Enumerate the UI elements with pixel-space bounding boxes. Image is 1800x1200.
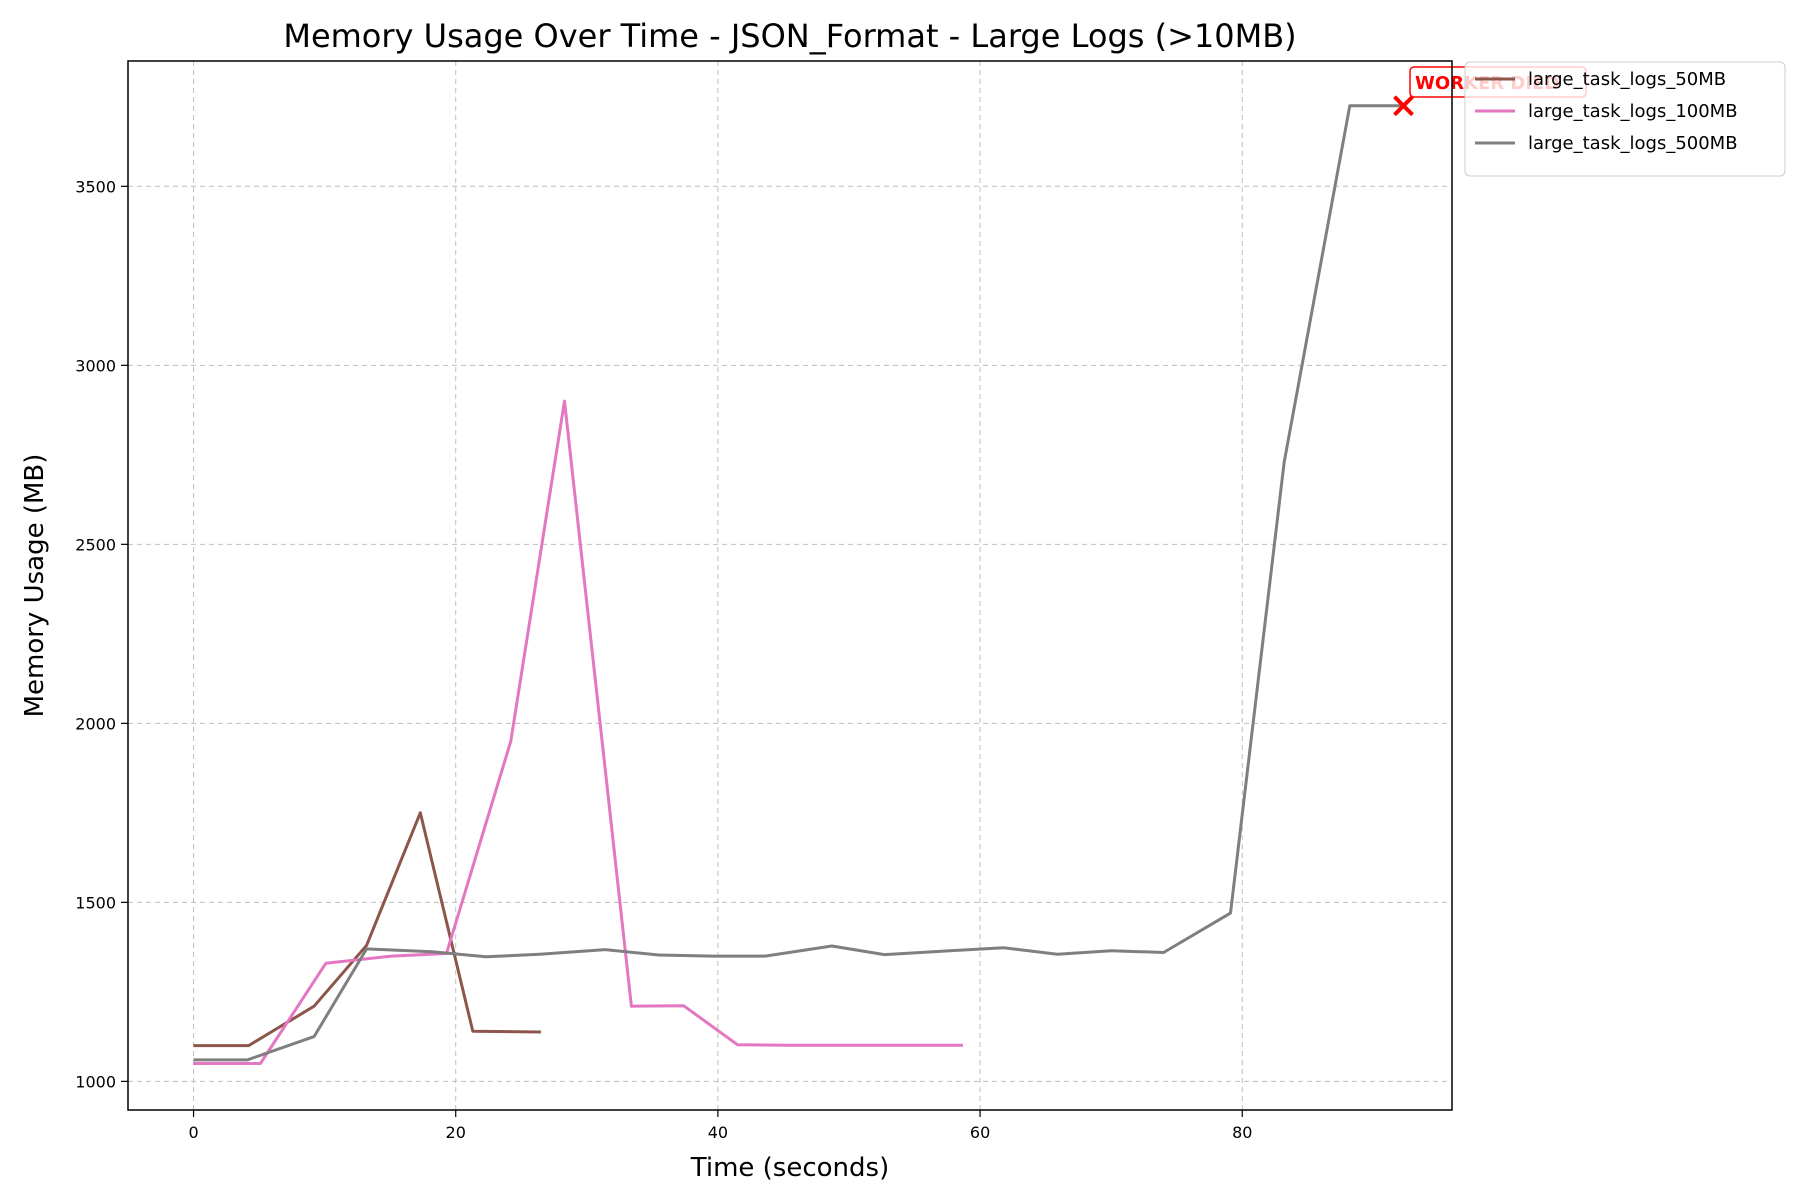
y-axis: 1000 1500 2000 2500 3000 3500 bbox=[75, 177, 128, 1091]
y-tick-label: 2000 bbox=[75, 714, 116, 733]
y-tick-label: 1500 bbox=[75, 893, 116, 912]
x-axis: 0 20 40 60 80 bbox=[188, 1110, 1252, 1142]
y-tick-label: 1000 bbox=[75, 1072, 116, 1091]
series-line-large_task_logs_100MB bbox=[193, 399, 963, 1065]
series-line-large_task_logs_50MB bbox=[193, 811, 541, 1048]
x-axis-title: Time (seconds) bbox=[690, 1153, 889, 1183]
y-tick-label: 3500 bbox=[75, 177, 116, 196]
plot-frame bbox=[127, 60, 1453, 1111]
series-line-large_task_logs_500MB bbox=[193, 104, 1404, 1062]
legend-entry-label: large_task_logs_50MB bbox=[1528, 69, 1726, 90]
x-tick-label: 80 bbox=[1232, 1123, 1252, 1142]
chart-title: Memory Usage Over Time - JSON_Format - L… bbox=[283, 17, 1296, 55]
legend-entry-label: large_task_logs_500MB bbox=[1528, 133, 1738, 154]
grid-layer bbox=[128, 61, 1452, 1110]
x-tick-label: 20 bbox=[446, 1123, 466, 1142]
series-lines bbox=[193, 104, 1404, 1065]
x-tick-label: 0 bbox=[188, 1123, 198, 1142]
legend-entry-label: large_task_logs_100MB bbox=[1528, 101, 1738, 122]
worker-died-marker bbox=[1393, 95, 1414, 117]
legend: large_task_logs_50MB large_task_logs_100M… bbox=[1464, 61, 1786, 177]
y-tick-label: 3000 bbox=[75, 356, 116, 375]
y-tick-label: 2500 bbox=[75, 535, 116, 554]
legend-frame bbox=[1464, 61, 1786, 177]
x-tick-label: 40 bbox=[708, 1123, 728, 1142]
x-tick-label: 60 bbox=[970, 1123, 990, 1142]
y-axis-title: Memory Usage (MB) bbox=[20, 454, 50, 718]
